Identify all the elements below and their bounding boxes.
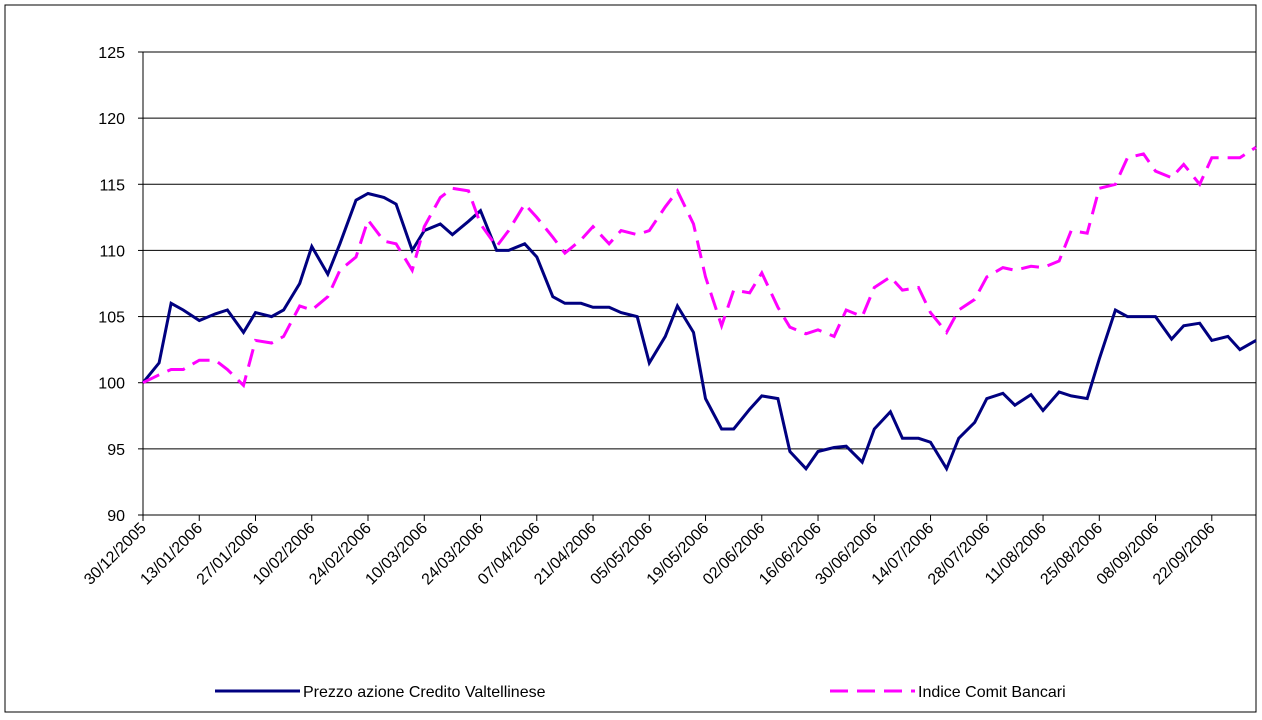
series-line <box>142 145 1257 389</box>
y-tick-label: 105 <box>98 310 125 327</box>
y-tick-label: 95 <box>107 442 125 459</box>
y-tick-label: 125 <box>98 45 125 62</box>
series-line <box>141 191 1257 473</box>
y-tick-label: 90 <box>107 508 125 525</box>
chart-frame <box>4 4 1257 713</box>
legend-label: Prezzo azione Credito Valtellinese <box>303 684 546 701</box>
y-tick-label: 115 <box>99 177 125 194</box>
legend-label: Indice Comit Bancari <box>918 684 1066 701</box>
y-tick-label: 100 <box>98 376 125 393</box>
y-tick-label: 120 <box>98 111 125 128</box>
y-tick-label: 110 <box>99 243 125 260</box>
